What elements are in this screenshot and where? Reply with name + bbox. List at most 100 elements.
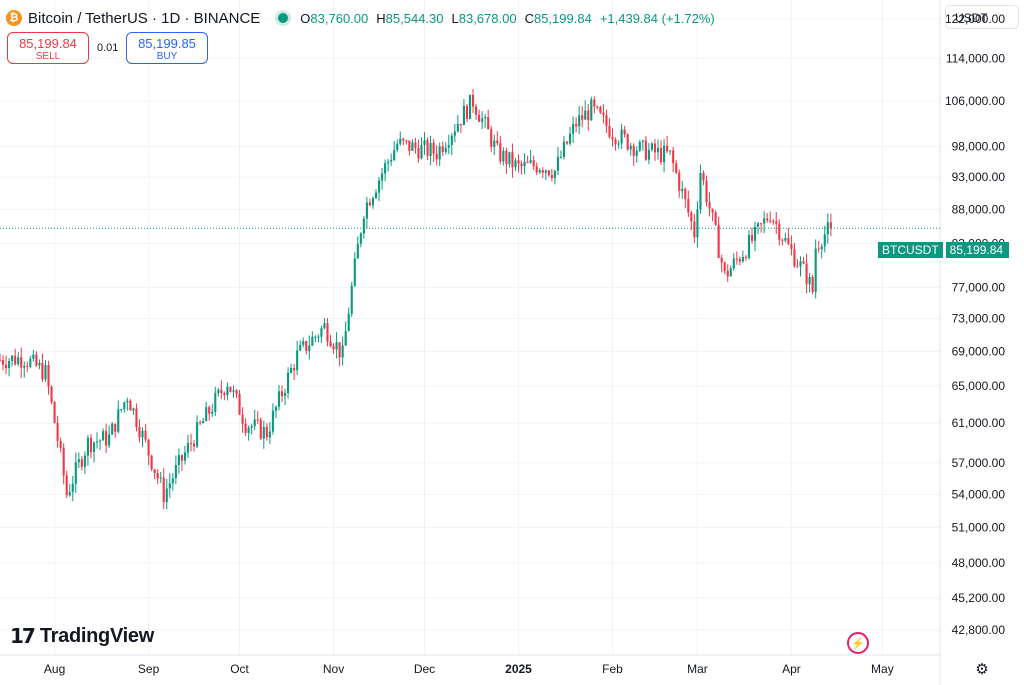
candle-body xyxy=(447,145,450,148)
candle-body xyxy=(666,145,669,152)
price-tag-symbol: BTCUSDT xyxy=(878,242,943,258)
candle-body xyxy=(602,112,605,116)
candle-body xyxy=(8,361,11,369)
tradingview-logo[interactable]: 17 TradingView xyxy=(10,624,154,648)
spread-value: 0.01 xyxy=(97,42,119,54)
candle-body xyxy=(647,149,650,160)
candle-body xyxy=(714,212,717,225)
candle-body xyxy=(829,222,832,229)
candle-body xyxy=(350,285,353,314)
bitcoin-icon: ₿ xyxy=(6,10,22,26)
candle-body xyxy=(529,160,532,163)
candle-body xyxy=(214,393,217,412)
candle-body xyxy=(368,202,371,206)
price-axis-label: 122,000.00 xyxy=(945,12,1005,26)
candle-body xyxy=(796,266,799,268)
candle-body xyxy=(538,170,541,173)
candle-body xyxy=(62,447,65,476)
candle-body xyxy=(502,150,505,162)
candle-body xyxy=(262,426,265,439)
candle-body xyxy=(171,478,174,484)
candle-body xyxy=(438,146,441,160)
candle-body xyxy=(781,239,784,241)
candle-body xyxy=(399,138,402,144)
price-axis-label: 77,000.00 xyxy=(952,280,1006,294)
candle-body xyxy=(414,142,417,148)
candle-body xyxy=(74,462,77,484)
candle-body xyxy=(341,345,344,358)
candle-body xyxy=(738,259,741,262)
currency-selector[interactable]: USDT xyxy=(945,5,1019,29)
candle-body xyxy=(371,198,375,206)
candle-body xyxy=(408,140,411,151)
symbol-title[interactable]: Bitcoin / TetherUS · 1D · BINANCE xyxy=(28,9,261,27)
sell-button[interactable]: 85,199.84 SELL xyxy=(7,32,89,64)
candle-body xyxy=(174,464,177,479)
candle-body xyxy=(317,336,320,338)
candle-body xyxy=(223,393,226,396)
low-label: L xyxy=(451,10,459,26)
candle-body xyxy=(690,212,693,222)
candle-body xyxy=(514,160,517,168)
settings-gear-icon[interactable]: ⚙ xyxy=(975,661,989,678)
candle-body xyxy=(787,238,790,245)
candle-body xyxy=(581,115,584,120)
candle-body xyxy=(208,407,211,414)
logo-text: TradingView xyxy=(39,624,154,647)
candle-body xyxy=(347,313,350,331)
candle-body xyxy=(635,150,638,156)
candle-body xyxy=(362,218,365,234)
candle-body xyxy=(550,175,553,179)
candle-body xyxy=(132,408,135,411)
price-axis-label: 45,200.00 xyxy=(952,591,1006,605)
price-axis-label: 54,000.00 xyxy=(952,487,1006,501)
lightning-icon[interactable]: ⚡ xyxy=(847,632,869,654)
candle-body xyxy=(629,145,632,150)
candle-body xyxy=(675,163,678,173)
candle-body xyxy=(487,117,490,130)
candle-body xyxy=(332,346,335,350)
time-axis-label: Mar xyxy=(687,662,708,676)
candle-body xyxy=(669,150,672,152)
candle-body xyxy=(753,226,757,241)
candle-body xyxy=(259,419,262,439)
price-axis[interactable]: 42,800.00 45,200.00 48,000.00 51,000.00 54,0… xyxy=(945,12,1005,637)
time-axis[interactable]: Aug Sep Oct Nov Dec 2025 Feb Mar Apr May xyxy=(44,662,894,676)
buy-button[interactable]: 85,199.85 BUY xyxy=(126,32,208,64)
candle-body xyxy=(535,166,538,173)
price-axis-label: 42,800.00 xyxy=(952,623,1006,637)
candle-body xyxy=(59,440,62,448)
candle-body xyxy=(511,152,514,168)
candle-body xyxy=(587,110,590,121)
candle-body xyxy=(296,350,299,371)
candlestick-series xyxy=(0,88,832,510)
candle-body xyxy=(247,427,250,433)
candle-body xyxy=(320,328,323,337)
price-tag-value: 85,199.84 xyxy=(945,242,1010,258)
ohlc-values: O 83,760.00 H 85,544.30 L 83,678.00 C 85… xyxy=(300,11,722,26)
candle-body xyxy=(553,170,556,179)
candle-body xyxy=(199,422,202,424)
candle-body xyxy=(32,354,35,359)
candle-body xyxy=(575,123,578,127)
candle-body xyxy=(617,143,620,145)
candle-body xyxy=(5,364,8,369)
candle-body xyxy=(687,198,690,213)
time-axis-label: Aug xyxy=(44,662,65,676)
candle-body xyxy=(105,431,108,446)
time-axis-label: Oct xyxy=(230,662,249,676)
candle-body xyxy=(650,143,653,150)
candle-body xyxy=(144,430,147,440)
candle-body xyxy=(180,455,183,461)
candle-body xyxy=(711,208,714,213)
candle-body xyxy=(565,141,569,144)
last-price-tag: BTCUSDT 85,199.84 xyxy=(878,242,1010,258)
candle-body xyxy=(532,160,535,167)
candle-body xyxy=(129,400,132,411)
candle-body xyxy=(444,147,447,153)
candle-body xyxy=(572,123,575,134)
candle-body xyxy=(611,136,614,140)
candle-body xyxy=(441,146,444,153)
candle-body xyxy=(760,223,763,225)
